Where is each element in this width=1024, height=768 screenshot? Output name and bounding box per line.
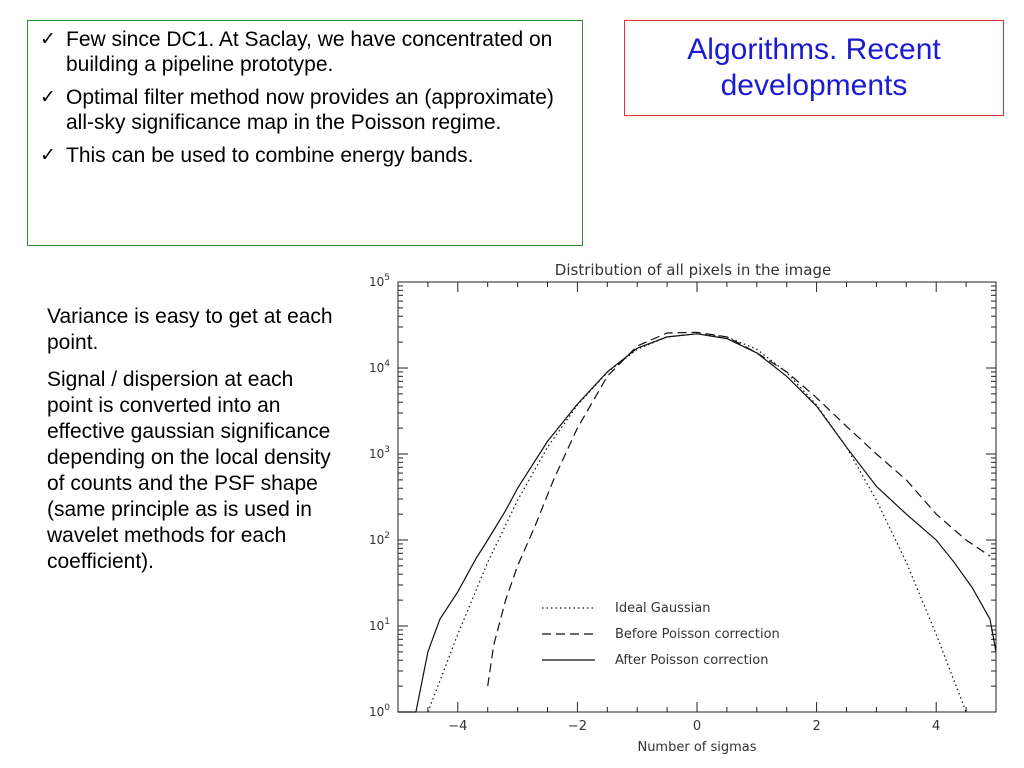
body-paragraph: Signal / dispersion at each point is con… <box>47 368 331 573</box>
x-tick-label: 2 <box>812 719 820 734</box>
x-tick-label: 0 <box>693 719 701 734</box>
y-tick-label: 103 <box>369 445 390 461</box>
checkmark-icon: ✓ <box>40 28 56 50</box>
series-line-2 <box>487 331 991 687</box>
slide-title-box: Algorithms. Recent developments <box>624 20 1004 116</box>
plot-frame <box>397 281 997 713</box>
slide-title: Algorithms. Recent developments <box>687 33 941 102</box>
y-tick-label: 105 <box>369 273 390 289</box>
x-tick-label: −2 <box>568 719 587 734</box>
series-line-3 <box>398 333 997 713</box>
bullet-item: ✓ Optimal filter method now provides an (… <box>40 86 554 134</box>
legend-entry: Ideal Gaussian <box>615 601 710 616</box>
y-tick-label: 100 <box>369 703 390 719</box>
y-tick-label: 102 <box>369 531 390 547</box>
y-tick-label: 104 <box>369 359 390 375</box>
x-axis-label: Number of sigmas <box>637 740 756 755</box>
x-tick-label: −4 <box>448 719 467 734</box>
checkmark-icon: ✓ <box>40 144 56 166</box>
bullet-list: ✓ Few since DC1. At Saclay, we have conce… <box>28 21 582 168</box>
legend-entry: Before Poisson correction <box>615 627 780 642</box>
bullet-item: ✓ This can be used to combine energy band… <box>40 144 474 167</box>
legend-entry: After Poisson correction <box>615 653 769 668</box>
bullet-item: ✓ Few since DC1. At Saclay, we have conce… <box>40 28 553 76</box>
chart-title: Distribution of all pixels in the image <box>555 261 831 279</box>
y-tick-label: 101 <box>369 617 390 633</box>
x-tick-label: 4 <box>932 719 940 734</box>
body-text: Variance is easy to get at each point. S… <box>47 304 339 586</box>
body-paragraph: Variance is easy to get at each point. <box>47 305 333 354</box>
plot-area: −4 −2 0 2 4 100 101 102 103 104 105 Ideal Gaussian B… <box>369 273 997 734</box>
pixel-distribution-chart: Distribution of all pixels in the image … <box>369 261 997 755</box>
checkmark-icon: ✓ <box>40 86 56 108</box>
bullets-box: ✓ Few since DC1. At Saclay, we have conce… <box>27 20 583 246</box>
